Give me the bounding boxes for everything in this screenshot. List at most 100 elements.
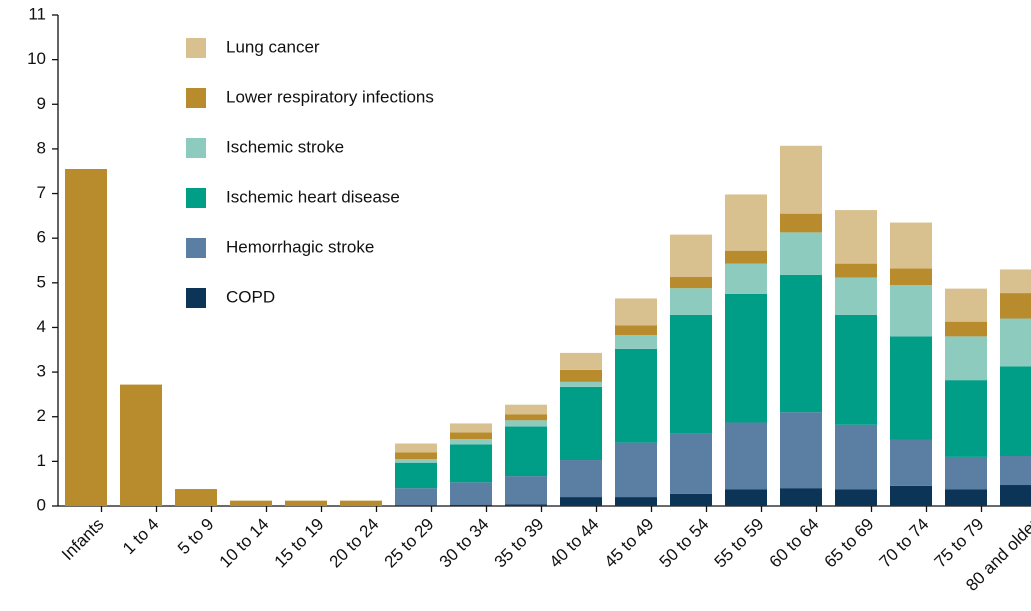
x-tick-label: 60 to 64 xyxy=(766,515,823,572)
bar-segment xyxy=(615,335,657,349)
bar-segment xyxy=(890,222,932,269)
y-tick-label: 3 xyxy=(37,362,46,381)
legend-swatch xyxy=(186,188,206,208)
legend-swatch xyxy=(186,238,206,258)
bar-segment xyxy=(395,459,437,463)
x-tick-label: 15 to 19 xyxy=(271,515,328,572)
bar-segment xyxy=(505,426,547,477)
legend-label: COPD xyxy=(226,287,275,306)
bar-segment xyxy=(450,423,492,433)
bar-segment xyxy=(670,288,712,315)
bar-segment xyxy=(65,168,107,506)
x-tick-label: Infants xyxy=(58,515,108,565)
legend-label: Hemorrhagic stroke xyxy=(226,237,374,256)
bar-segment xyxy=(615,497,657,506)
bar-segment xyxy=(670,433,712,494)
y-tick-label: 5 xyxy=(37,272,46,291)
bar-segment xyxy=(725,263,767,294)
bar-segment xyxy=(560,497,602,506)
x-tick-label: 70 to 74 xyxy=(876,515,933,572)
x-tick-label: 5 to 9 xyxy=(174,515,218,559)
legend-label: Ischemic stroke xyxy=(226,137,344,156)
bar-segment xyxy=(890,485,932,506)
y-tick-label: 0 xyxy=(37,495,46,514)
bar-segment xyxy=(945,489,987,506)
bar-segment xyxy=(395,505,437,506)
bar-segment xyxy=(450,482,492,505)
legend-swatch xyxy=(186,288,206,308)
bar-segment xyxy=(450,444,492,483)
bar-segment xyxy=(615,325,657,336)
y-tick-label: 1 xyxy=(37,451,46,470)
bar-segment xyxy=(670,314,712,434)
bar-segment xyxy=(615,442,657,498)
bar-segment xyxy=(835,314,877,425)
bar-segment xyxy=(890,285,932,337)
bar-segment xyxy=(890,439,932,486)
x-tick-label: 35 to 39 xyxy=(491,515,548,572)
bar-segment xyxy=(725,250,767,264)
bar-segment xyxy=(835,210,877,264)
legend-swatch xyxy=(186,38,206,58)
bar-segment xyxy=(670,493,712,506)
x-tick-label: 50 to 54 xyxy=(656,515,713,572)
bar-segment xyxy=(175,489,217,506)
bar-segment xyxy=(1000,269,1031,294)
bar-segment xyxy=(835,263,877,278)
legend-swatch xyxy=(186,88,206,108)
bar-segment xyxy=(120,384,162,506)
x-tick-label: 20 to 24 xyxy=(326,515,383,572)
bar-segment xyxy=(945,336,987,381)
bar-segment xyxy=(505,504,547,506)
bar-segment xyxy=(725,489,767,506)
x-tick-label: 75 to 79 xyxy=(931,515,988,572)
bar-segment xyxy=(505,420,547,427)
bar-segment xyxy=(395,462,437,489)
legend-label: Ischemic heart disease xyxy=(226,187,400,206)
bar-segment xyxy=(780,274,822,413)
x-tick-label: 65 to 69 xyxy=(821,515,878,572)
bar-segment xyxy=(505,404,547,415)
bar-segment xyxy=(395,452,437,460)
y-tick-label: 7 xyxy=(37,183,46,202)
x-tick-label: 30 to 34 xyxy=(436,515,493,572)
bar-segment xyxy=(505,414,547,421)
bar-segment xyxy=(340,500,382,506)
bar-segment xyxy=(560,386,602,461)
bar-segment xyxy=(945,380,987,457)
y-tick-label: 10 xyxy=(27,49,46,68)
bar-segment xyxy=(285,500,327,506)
bar-segment xyxy=(1000,366,1031,457)
y-tick-label: 2 xyxy=(37,406,46,425)
bar-segment xyxy=(560,460,602,498)
y-tick-label: 4 xyxy=(37,317,46,336)
legend-label: Lung cancer xyxy=(226,37,320,56)
x-tick-label: 40 to 44 xyxy=(546,515,603,572)
bar-segment xyxy=(560,352,602,370)
legend-swatch xyxy=(186,138,206,158)
bar-segment xyxy=(1000,485,1031,506)
bar-segment xyxy=(725,422,767,490)
bar-segment xyxy=(835,489,877,506)
bar-segment xyxy=(615,298,657,326)
y-tick-label: 8 xyxy=(37,138,46,157)
legend-label: Lower respiratory infections xyxy=(226,87,434,106)
bar-segment xyxy=(725,293,767,423)
bar-segment xyxy=(945,456,987,490)
y-tick-label: 9 xyxy=(37,94,46,113)
bar-segment xyxy=(1000,456,1031,486)
bar-segment xyxy=(505,476,547,505)
bar-segment xyxy=(890,336,932,440)
bar-segment xyxy=(450,432,492,440)
bar-segment xyxy=(670,234,712,278)
bar-segment xyxy=(1000,318,1031,367)
bar-segment xyxy=(780,412,822,489)
bar-segment xyxy=(230,500,272,506)
bar-segment xyxy=(780,488,822,506)
bar-segment xyxy=(945,321,987,337)
bar-segment xyxy=(835,424,877,490)
y-tick-label: 11 xyxy=(28,4,46,23)
y-tick-label: 6 xyxy=(37,228,46,247)
bar-segment xyxy=(615,348,657,443)
